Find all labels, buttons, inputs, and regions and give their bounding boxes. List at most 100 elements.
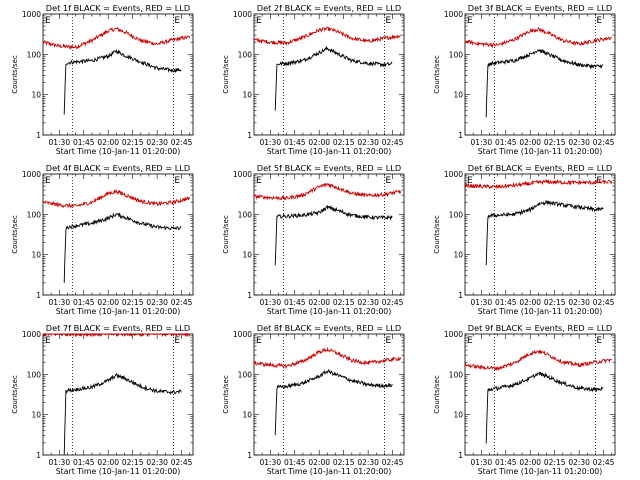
y-tick-label: 1 <box>247 131 252 140</box>
y-tick-label: 100 <box>449 50 464 59</box>
y-tick-label: 1000 <box>22 170 41 179</box>
x-tick-label: 02:00 <box>519 298 541 307</box>
y-axis-label: Counts/sec <box>11 375 19 414</box>
y-tick-label: 10 <box>31 251 41 260</box>
corner-label: E <box>45 16 51 26</box>
y-axis-label: Counts/sec <box>222 375 230 414</box>
series-line-black-events <box>63 48 182 115</box>
y-axis-label: Counts/sec <box>433 215 441 254</box>
plot-frame <box>253 173 405 296</box>
x-tick-label: 01:30 <box>48 138 70 147</box>
chart-panel-7: Det 7f BLACK = Events, RED = LLD 1 10 100 10… <box>11 323 194 476</box>
y-tick-label: 1000 <box>233 10 252 19</box>
x-tick-label: 02:30 <box>568 458 590 467</box>
y-tick-label: 1 <box>458 291 463 300</box>
corner-label: E <box>256 336 262 346</box>
x-tick-label: 02:15 <box>122 298 144 307</box>
corner-label: E <box>596 336 602 346</box>
x-tick-label: 02:00 <box>519 138 541 147</box>
series-line-red-lld <box>253 26 402 46</box>
plot-frame <box>464 333 616 456</box>
x-tick-label: 02:00 <box>308 458 330 467</box>
chart-title: Det 2f BLACK = Events, RED = LLD <box>257 3 401 13</box>
series-line-black-events <box>63 212 182 283</box>
x-tick-label: 01:45 <box>495 458 517 467</box>
chart-panel-3: Det 3f BLACK = Events, RED = LLD 1 10 100 10… <box>433 3 616 156</box>
x-tick-label: 02:45 <box>171 458 193 467</box>
x-tick-label: 01:30 <box>48 298 70 307</box>
series-line-red-lld <box>464 178 613 190</box>
corner-label: E <box>45 336 51 346</box>
x-tick-label: 02:15 <box>122 138 144 147</box>
y-tick-label: 100 <box>27 370 42 379</box>
corner-label: E <box>385 176 391 186</box>
y-tick-label: 1000 <box>233 170 252 179</box>
x-tick-label: 02:30 <box>357 138 379 147</box>
x-tick-label: 01:30 <box>259 298 281 307</box>
y-tick-label: 1000 <box>22 330 41 339</box>
x-tick-label: 02:45 <box>593 138 615 147</box>
x-tick-label: 01:45 <box>284 298 306 307</box>
x-tick-label: 01:30 <box>470 458 492 467</box>
series-line-red-lld <box>42 332 190 338</box>
series-line-red-lld <box>253 182 402 202</box>
corner-label: E <box>174 336 180 346</box>
x-tick-label: 02:15 <box>122 458 144 467</box>
chart-title: Det 3f BLACK = Events, RED = LLD <box>468 3 612 13</box>
chart-panel-5: Det 5f BLACK = Events, RED = LLD 1 10 100 10… <box>222 163 405 316</box>
series-line-red-lld <box>464 349 612 371</box>
x-tick-label: 01:45 <box>73 458 95 467</box>
chart-panel-2: Det 2f BLACK = Events, RED = LLD 1 10 100 10… <box>222 3 405 156</box>
x-tick-label: 01:30 <box>470 298 492 307</box>
y-tick-label: 100 <box>449 210 464 219</box>
x-tick-label: 02:45 <box>382 298 404 307</box>
y-tick-label: 10 <box>453 91 463 100</box>
plot-frame <box>42 13 194 136</box>
x-axis-label: Start Time (10-Jan-11 01:20:00) <box>267 467 392 476</box>
series-line-red-lld <box>42 188 191 209</box>
y-tick-label: 1000 <box>444 330 463 339</box>
x-tick-label: 02:15 <box>544 458 566 467</box>
x-tick-label: 02:00 <box>308 298 330 307</box>
series-line-black-events <box>274 368 393 436</box>
corner-label: E <box>467 176 473 186</box>
x-tick-label: 01:30 <box>259 138 281 147</box>
corner-label: E <box>256 16 262 26</box>
x-tick-label: 02:45 <box>382 458 404 467</box>
chart-panel-9: Det 9f BLACK = Events, RED = LLD 1 10 100 10… <box>433 323 616 476</box>
x-axis-label: Start Time (10-Jan-11 01:20:00) <box>478 307 603 316</box>
chart-title: Det 5f BLACK = Events, RED = LLD <box>257 163 401 173</box>
x-tick-label: 01:30 <box>48 458 70 467</box>
x-tick-label: 01:45 <box>73 298 95 307</box>
x-tick-label: 02:30 <box>357 298 379 307</box>
series-line-black-events <box>63 372 182 456</box>
y-tick-label: 100 <box>27 50 42 59</box>
y-tick-label: 1 <box>247 451 252 460</box>
x-tick-label: 02:15 <box>544 138 566 147</box>
x-axis-label: Start Time (10-Jan-11 01:20:00) <box>267 307 392 316</box>
plot-frame <box>42 173 194 296</box>
y-tick-label: 1 <box>458 131 463 140</box>
chart-panel-4: Det 4f BLACK = Events, RED = LLD 1 10 100 10… <box>11 163 194 316</box>
y-tick-label: 1 <box>36 291 41 300</box>
y-axis-label: Counts/sec <box>433 55 441 94</box>
x-tick-label: 01:45 <box>495 138 517 147</box>
x-tick-label: 02:45 <box>171 138 193 147</box>
x-tick-label: 02:45 <box>593 458 615 467</box>
x-axis-label: Start Time (10-Jan-11 01:20:00) <box>478 147 603 156</box>
x-axis-label: Start Time (10-Jan-11 01:20:00) <box>478 467 603 476</box>
x-tick-label: 02:30 <box>357 458 379 467</box>
x-tick-label: 02:30 <box>146 458 168 467</box>
y-tick-label: 100 <box>238 50 253 59</box>
plot-frame <box>464 13 616 136</box>
x-tick-label: 02:45 <box>593 298 615 307</box>
series-line-red-lld <box>253 346 402 369</box>
x-tick-label: 02:00 <box>519 458 541 467</box>
chart-title: Det 9f BLACK = Events, RED = LLD <box>468 323 612 333</box>
y-tick-label: 1 <box>36 451 41 460</box>
corner-label: E <box>45 176 51 186</box>
y-tick-label: 1000 <box>233 330 252 339</box>
series-line-black-events <box>274 45 393 111</box>
chart-panel-8: Det 8f BLACK = Events, RED = LLD 1 10 100 10… <box>222 323 405 476</box>
plot-frame <box>253 333 405 456</box>
